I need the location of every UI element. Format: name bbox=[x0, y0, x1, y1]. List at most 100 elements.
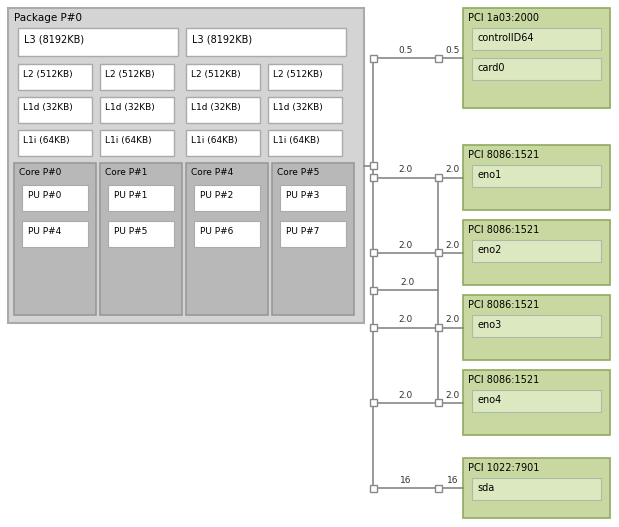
Text: L1d (32KB): L1d (32KB) bbox=[105, 103, 155, 112]
Text: Core P#4: Core P#4 bbox=[191, 168, 233, 177]
Text: L1d (32KB): L1d (32KB) bbox=[191, 103, 241, 112]
Bar bbox=[194, 221, 260, 247]
Bar bbox=[472, 315, 601, 337]
Text: Package P#0: Package P#0 bbox=[14, 13, 82, 23]
Bar bbox=[280, 221, 346, 247]
Text: eno4: eno4 bbox=[477, 395, 501, 405]
Text: 2.0: 2.0 bbox=[399, 316, 413, 325]
Text: 2.0: 2.0 bbox=[445, 391, 459, 399]
Text: L1i (64KB): L1i (64KB) bbox=[105, 136, 152, 145]
Bar bbox=[100, 64, 174, 90]
Bar bbox=[463, 220, 610, 285]
Bar bbox=[186, 97, 260, 123]
Text: PU P#3: PU P#3 bbox=[286, 191, 319, 200]
Text: PU P#7: PU P#7 bbox=[286, 227, 319, 236]
Bar bbox=[186, 28, 346, 56]
Bar bbox=[186, 64, 260, 90]
Bar bbox=[370, 484, 376, 492]
Text: L1i (64KB): L1i (64KB) bbox=[191, 136, 238, 145]
Bar bbox=[18, 64, 92, 90]
Bar bbox=[268, 130, 342, 156]
Text: L2 (512KB): L2 (512KB) bbox=[105, 70, 155, 79]
Bar bbox=[472, 58, 601, 80]
Text: PU P#5: PU P#5 bbox=[114, 227, 147, 236]
Bar bbox=[100, 130, 174, 156]
Text: PU P#4: PU P#4 bbox=[28, 227, 61, 236]
Bar bbox=[370, 287, 376, 294]
Bar bbox=[280, 185, 346, 211]
Text: PU P#2: PU P#2 bbox=[200, 191, 233, 200]
Text: 2.0: 2.0 bbox=[399, 240, 413, 249]
Bar bbox=[100, 163, 182, 315]
Text: L1d (32KB): L1d (32KB) bbox=[23, 103, 73, 112]
Bar bbox=[8, 8, 364, 323]
Bar bbox=[435, 174, 441, 181]
Text: Core P#0: Core P#0 bbox=[19, 168, 61, 177]
Text: L3 (8192KB): L3 (8192KB) bbox=[192, 34, 252, 44]
Bar bbox=[463, 8, 610, 108]
Bar bbox=[194, 185, 260, 211]
Bar bbox=[370, 324, 376, 331]
Text: 2.0: 2.0 bbox=[399, 391, 413, 399]
Bar bbox=[370, 54, 376, 62]
Bar bbox=[435, 484, 441, 492]
Text: 2.0: 2.0 bbox=[445, 165, 459, 174]
Text: 0.5: 0.5 bbox=[445, 46, 459, 55]
Bar bbox=[472, 28, 601, 50]
Text: L3 (8192KB): L3 (8192KB) bbox=[24, 34, 84, 44]
Bar bbox=[472, 478, 601, 500]
Text: eno1: eno1 bbox=[477, 170, 501, 180]
Bar bbox=[108, 185, 174, 211]
Bar bbox=[22, 185, 88, 211]
Text: 2.0: 2.0 bbox=[445, 240, 459, 249]
Bar bbox=[18, 28, 178, 56]
Bar bbox=[18, 97, 92, 123]
Text: PCI 8086:1521: PCI 8086:1521 bbox=[468, 150, 539, 160]
Text: 0.5: 0.5 bbox=[398, 46, 413, 55]
Text: PCI 8086:1521: PCI 8086:1521 bbox=[468, 225, 539, 235]
Bar bbox=[272, 163, 354, 315]
Bar bbox=[435, 324, 441, 331]
Text: L1d (32KB): L1d (32KB) bbox=[273, 103, 322, 112]
Bar bbox=[435, 54, 441, 62]
Bar bbox=[370, 162, 376, 169]
Bar bbox=[268, 64, 342, 90]
Text: 2.0: 2.0 bbox=[400, 278, 414, 287]
Text: Core P#1: Core P#1 bbox=[105, 168, 147, 177]
Bar bbox=[186, 130, 260, 156]
Bar bbox=[472, 165, 601, 187]
Text: PU P#1: PU P#1 bbox=[114, 191, 147, 200]
Bar bbox=[186, 163, 268, 315]
Bar bbox=[463, 295, 610, 360]
Bar bbox=[463, 458, 610, 518]
Bar bbox=[463, 370, 610, 435]
Text: PCI 1a03:2000: PCI 1a03:2000 bbox=[468, 13, 539, 23]
Text: eno3: eno3 bbox=[477, 320, 501, 330]
Text: PU P#0: PU P#0 bbox=[28, 191, 61, 200]
Text: PCI 8086:1521: PCI 8086:1521 bbox=[468, 375, 539, 385]
Bar bbox=[22, 221, 88, 247]
Bar bbox=[14, 163, 96, 315]
Text: 16: 16 bbox=[446, 476, 458, 485]
Bar bbox=[100, 97, 174, 123]
Text: L2 (512KB): L2 (512KB) bbox=[273, 70, 322, 79]
Text: L2 (512KB): L2 (512KB) bbox=[23, 70, 72, 79]
Bar bbox=[370, 174, 376, 181]
Bar bbox=[435, 399, 441, 406]
Text: PCI 1022:7901: PCI 1022:7901 bbox=[468, 463, 539, 473]
Bar bbox=[370, 249, 376, 256]
Text: PU P#6: PU P#6 bbox=[200, 227, 233, 236]
Text: L1i (64KB): L1i (64KB) bbox=[273, 136, 319, 145]
Text: controlID64: controlID64 bbox=[477, 33, 534, 43]
Text: PCI 8086:1521: PCI 8086:1521 bbox=[468, 300, 539, 310]
Text: eno2: eno2 bbox=[477, 245, 501, 255]
Text: sda: sda bbox=[477, 483, 494, 493]
Text: L2 (512KB): L2 (512KB) bbox=[191, 70, 241, 79]
Text: Core P#5: Core P#5 bbox=[277, 168, 319, 177]
Text: 2.0: 2.0 bbox=[399, 165, 413, 174]
Text: 16: 16 bbox=[400, 476, 411, 485]
Bar bbox=[472, 240, 601, 262]
Text: 2.0: 2.0 bbox=[445, 316, 459, 325]
Text: L1i (64KB): L1i (64KB) bbox=[23, 136, 69, 145]
Bar bbox=[435, 249, 441, 256]
